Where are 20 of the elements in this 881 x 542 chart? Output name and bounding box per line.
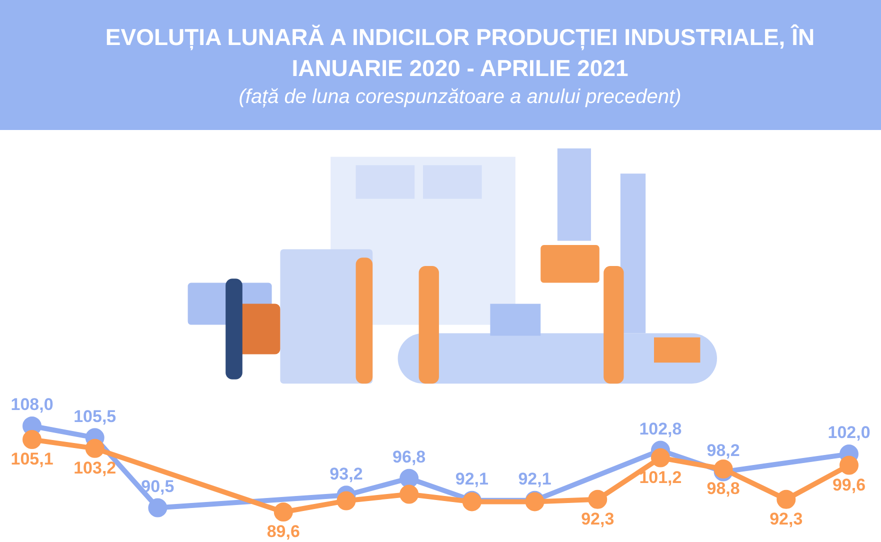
data-label: 93,2	[330, 464, 363, 484]
data-label: 108,0	[10, 395, 54, 414]
data-label: 105,5	[74, 406, 116, 426]
data-label: 98,8	[706, 479, 740, 498]
data-label: 92,1	[455, 470, 488, 489]
data-label: 90,5	[141, 476, 174, 496]
data-label: 89,6	[266, 522, 300, 542]
data-label: 105,1	[10, 450, 54, 469]
data-label: 92,3	[581, 510, 614, 529]
data-label: 92,3	[770, 510, 803, 529]
chart-title: EVOLUȚIA LUNARĂ A INDICILOR PRODUCȚIEI INDUSTRIALE, ÎN IANUARIE 2020 - APRILIE 2021	[104, 23, 816, 83]
data-label: 99,6	[832, 475, 866, 494]
data-label: 96,8	[392, 448, 426, 467]
data-label: 101,2	[639, 468, 682, 487]
data-label: 102,0	[828, 423, 870, 442]
chart-subtitle: (față de luna corespunzătoare a anului precedent)	[238, 86, 682, 109]
data-label: 102,8	[639, 419, 682, 438]
data-label: 98,2	[706, 440, 740, 460]
data-label: 103,2	[74, 458, 116, 478]
data-label: 92,1	[518, 470, 552, 489]
